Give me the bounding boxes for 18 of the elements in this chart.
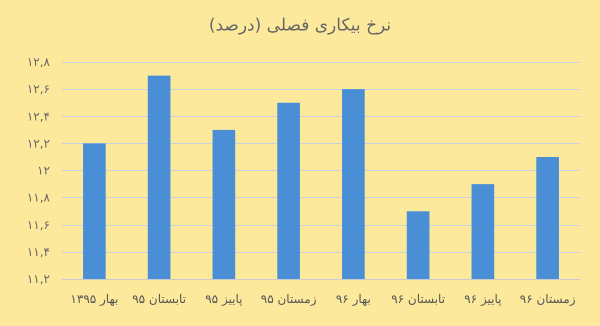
- y-tick-label: ۱۲,۸: [26, 55, 51, 69]
- y-tick-label: ۱۱,۶: [26, 218, 50, 232]
- x-tick-label: بهار ۹۶: [336, 292, 371, 306]
- x-tick-label: تابستان ۹۵: [132, 292, 186, 306]
- x-tick-label: پاییز ۹۵: [205, 292, 243, 306]
- x-tick-label: پاییز ۹۶: [464, 292, 502, 306]
- y-tick-label: ۱۲,۶: [26, 82, 50, 96]
- y-tick-label: ۱۱,۲: [26, 272, 50, 286]
- y-tick-label: ۱۲,۲: [26, 136, 50, 150]
- y-tick-label: ۱۱,۸: [26, 190, 51, 205]
- x-tick-label: بهار ۱۳۹۵: [70, 292, 118, 306]
- x-tick-label: زمستان ۹۵: [260, 292, 317, 306]
- y-tick-label: ۱۲: [37, 164, 50, 178]
- y-tick-label: ۱۱,۴: [26, 244, 50, 259]
- chart-title: نرخ بیکاری فصلی (درصد): [208, 16, 392, 36]
- x-tick-label: تابستان ۹۶: [391, 292, 446, 306]
- x-tick-label: زمستان ۹۶: [520, 292, 576, 306]
- y-tick-label: ۱۲,۴: [26, 109, 50, 124]
